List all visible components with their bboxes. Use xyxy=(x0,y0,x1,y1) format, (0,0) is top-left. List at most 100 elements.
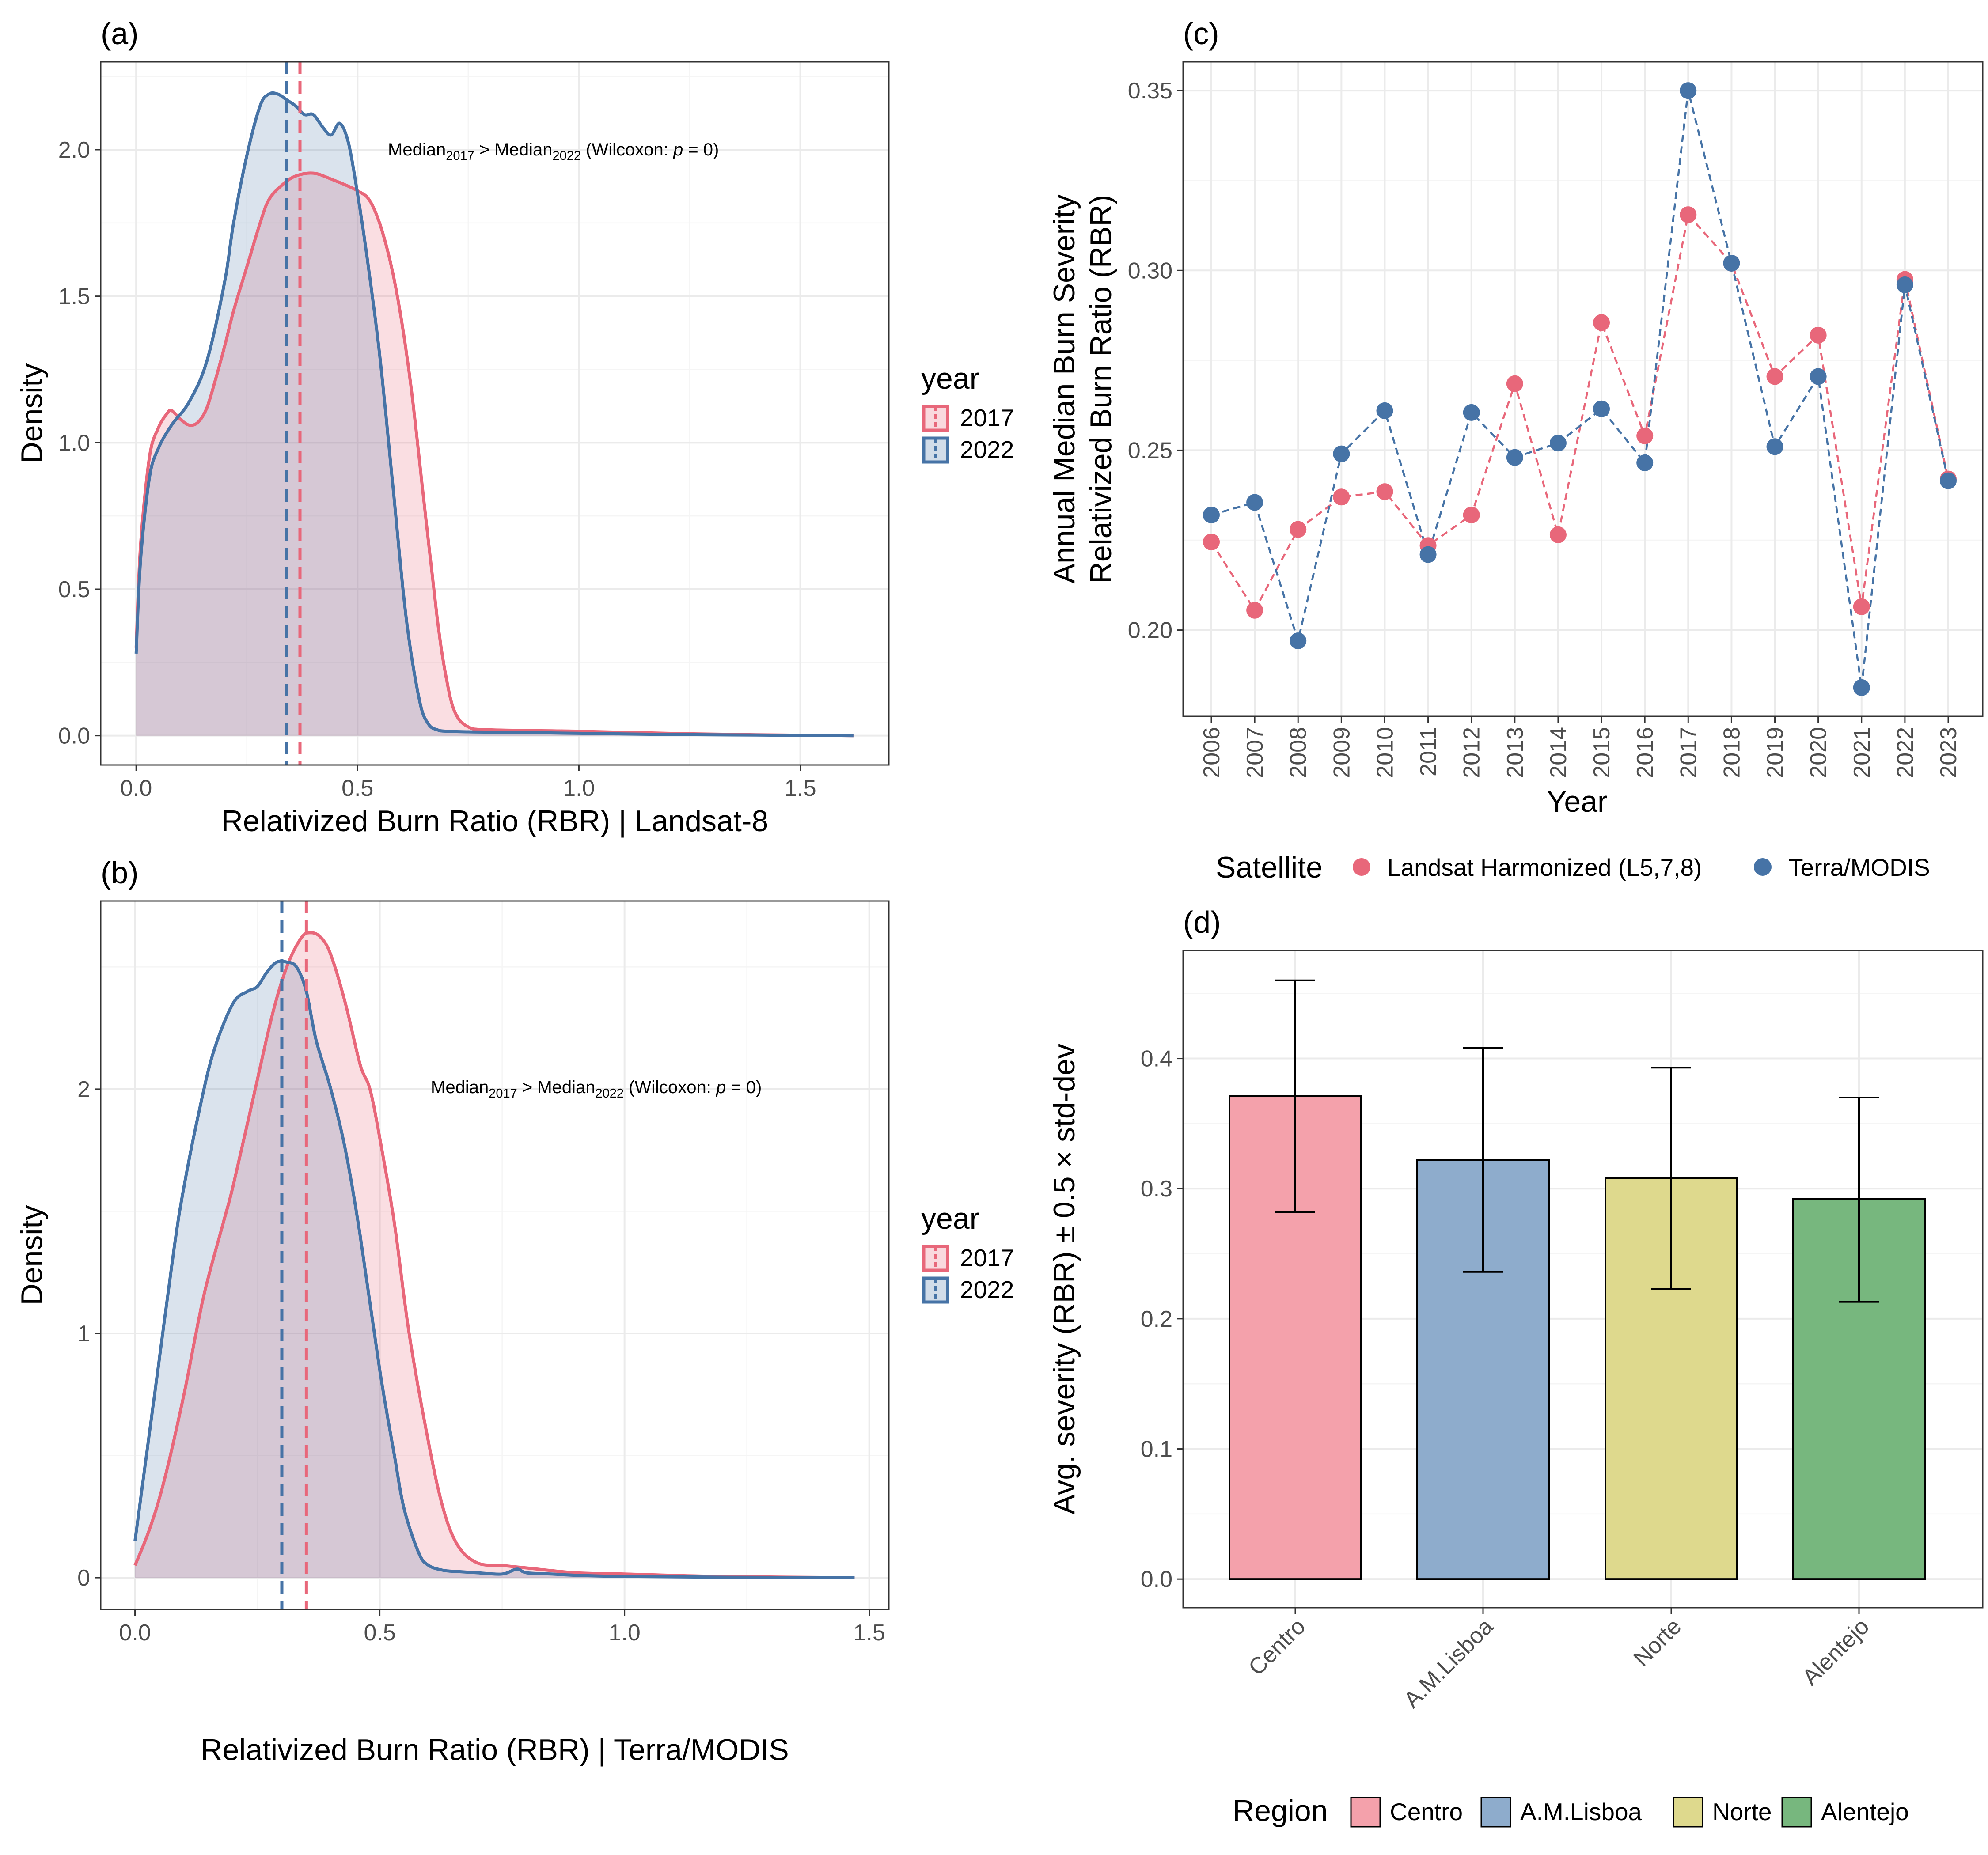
y-tick-label: 0.0 xyxy=(58,723,90,749)
x-axis-title: Relativized Burn Ratio (RBR) | Terra/MOD… xyxy=(201,1733,789,1767)
x-tick-label: 1.0 xyxy=(608,1620,640,1646)
legend-title: Satellite xyxy=(1216,851,1323,884)
legend-label-A.M.Lisboa: A.M.Lisboa xyxy=(1520,1798,1642,1825)
y-axis-title: Avg. severity (RBR) ± 0.5 × std-dev xyxy=(1047,1044,1081,1514)
y-axis-title: Density xyxy=(15,1205,49,1306)
point-modis-2019 xyxy=(1766,438,1783,455)
density-line-2022 xyxy=(133,959,855,1579)
x-tick-label: 1.5 xyxy=(854,1620,885,1646)
x-tick-label-2016: 2016 xyxy=(1632,727,1658,778)
panel-label: (b) xyxy=(101,856,139,890)
x-tick-label-2007: 2007 xyxy=(1242,727,1268,778)
annotation-part: 2017 xyxy=(489,1086,517,1101)
legend-key-modis xyxy=(1754,858,1772,876)
panel-label: (c) xyxy=(1183,16,1219,51)
point-modis-2014 xyxy=(1549,435,1567,452)
plot-panel-background xyxy=(101,901,889,1609)
point-landsat-2016 xyxy=(1636,427,1654,444)
wilcoxon-annotation: Median2017 > Median2022 (Wilcoxon: p = 0… xyxy=(388,140,719,163)
plot-panel-border xyxy=(100,900,890,1610)
density-line-2017 xyxy=(133,931,855,1579)
point-landsat-2014 xyxy=(1549,526,1567,543)
point-modis-2023 xyxy=(1940,472,1957,489)
legend-title: year xyxy=(921,1202,979,1235)
density-area-2022 xyxy=(136,93,854,736)
y-tick-label: 0.30 xyxy=(1128,258,1172,284)
legend-label-modis: Terra/MODIS xyxy=(1788,854,1930,881)
legend-label-Norte: Norte xyxy=(1712,1798,1772,1825)
annotation-part: Median xyxy=(537,1078,595,1097)
legend-label-landsat: Landsat Harmonized (L5,7,8) xyxy=(1387,854,1702,881)
panel-d-region-bars: 0.0 0.1 0.2 0.3 0.4 Centro A.M.Lisboa Norte Alen… xyxy=(1047,905,1984,1828)
annotation-part: (Wilcoxon: xyxy=(624,1078,716,1097)
region-legend: Region Centro A.M.Lisboa Norte Alentejo xyxy=(1233,1794,1909,1828)
point-modis-2016 xyxy=(1636,454,1654,471)
y-tick-label: 0.0 xyxy=(1141,1567,1172,1592)
x-tick-label: 0.5 xyxy=(341,776,373,801)
y-tick-label: 0.1 xyxy=(1141,1437,1172,1462)
annotation-part: = 0) xyxy=(683,140,719,159)
legend-label-Alentejo: Alentejo xyxy=(1821,1798,1909,1825)
x-axis-title: Relativized Burn Ratio (RBR) | Landsat-8 xyxy=(221,804,768,838)
legend-label-2017: 2017 xyxy=(960,1244,1014,1272)
x-tick-label-2010: 2010 xyxy=(1372,727,1398,778)
x-axis-title: Year xyxy=(1547,785,1607,818)
point-landsat-2015 xyxy=(1593,314,1610,331)
point-modis-2010 xyxy=(1376,402,1393,419)
annotation-part: Median xyxy=(494,140,552,159)
point-landsat-2010 xyxy=(1376,483,1393,500)
year-legend: year 2017 2022 xyxy=(921,1202,1014,1304)
annotation-part: > xyxy=(474,140,495,159)
point-modis-2018 xyxy=(1723,255,1740,272)
panel-b-density-modis: 0 1 2 0.0 0.5 1.0 1.5 (b) Relativized Burn Ratio… xyxy=(15,856,1014,1767)
annotation-part: (Wilcoxon: xyxy=(581,140,673,159)
annotation-part: Median xyxy=(388,140,446,159)
year-legend: year 2017 2022 xyxy=(921,362,1014,464)
x-tick-label-2023: 2023 xyxy=(1936,727,1961,778)
point-modis-2022 xyxy=(1896,276,1913,293)
point-modis-2017 xyxy=(1680,82,1697,99)
y-axis-title-line2: Relativized Burn Ratio (RBR) xyxy=(1084,195,1118,584)
point-landsat-2006 xyxy=(1203,534,1220,551)
point-modis-2012 xyxy=(1463,404,1480,421)
annotation-part: 2017 xyxy=(446,149,474,163)
satellite-legend: Satellite Landsat Harmonized (L5,7,8) Terr… xyxy=(1216,851,1930,884)
panel-c-annual-median-line: 0.20 0.25 0.30 0.35 2006 2007 2008 2009 2010 2011… xyxy=(1047,16,1984,884)
density-line-2022 xyxy=(134,91,854,738)
annotation-part: p xyxy=(673,140,683,159)
x-tick-label-2013: 2013 xyxy=(1502,727,1528,778)
panel-label: (a) xyxy=(101,16,139,51)
x-tick-label-2019: 2019 xyxy=(1763,727,1788,778)
legend-label-2022: 2022 xyxy=(960,436,1014,463)
point-modis-2015 xyxy=(1593,400,1610,417)
plot-panel-background xyxy=(1183,62,1983,716)
y-tick-label: 0.4 xyxy=(1141,1046,1172,1072)
legend-label-2022: 2022 xyxy=(960,1276,1014,1303)
y-axis-title-line1: Annual Median Burn Severity xyxy=(1047,195,1081,584)
legend-key-Norte xyxy=(1673,1797,1703,1828)
point-landsat-2017 xyxy=(1680,206,1697,223)
x-tick-label: 0.0 xyxy=(120,776,152,801)
y-tick-label: 0.35 xyxy=(1128,78,1172,104)
point-landsat-2019 xyxy=(1766,368,1783,385)
point-landsat-2013 xyxy=(1506,375,1523,392)
x-tick-label: 0.0 xyxy=(119,1620,151,1646)
x-tick-label-2018: 2018 xyxy=(1719,727,1745,778)
point-modis-2009 xyxy=(1333,445,1350,462)
series-line-modis xyxy=(1211,90,1950,688)
x-tick-label: 0.5 xyxy=(364,1620,395,1646)
legend-title: year xyxy=(921,362,979,395)
annotation-part: p xyxy=(716,1078,726,1097)
y-tick-label: 0.25 xyxy=(1128,438,1172,463)
density-area-2022 xyxy=(135,961,855,1578)
annotation-part: Median xyxy=(431,1078,489,1097)
point-landsat-2021 xyxy=(1853,598,1870,615)
point-landsat-2009 xyxy=(1333,488,1350,506)
x-tick-label-2011: 2011 xyxy=(1416,727,1442,776)
annotation-part: 2022 xyxy=(553,149,581,163)
annotation-part: = 0) xyxy=(726,1078,762,1097)
point-modis-2013 xyxy=(1506,449,1523,466)
y-tick-label: 1 xyxy=(77,1321,90,1347)
x-tick-label-2012: 2012 xyxy=(1459,727,1485,778)
point-landsat-2020 xyxy=(1810,326,1827,344)
